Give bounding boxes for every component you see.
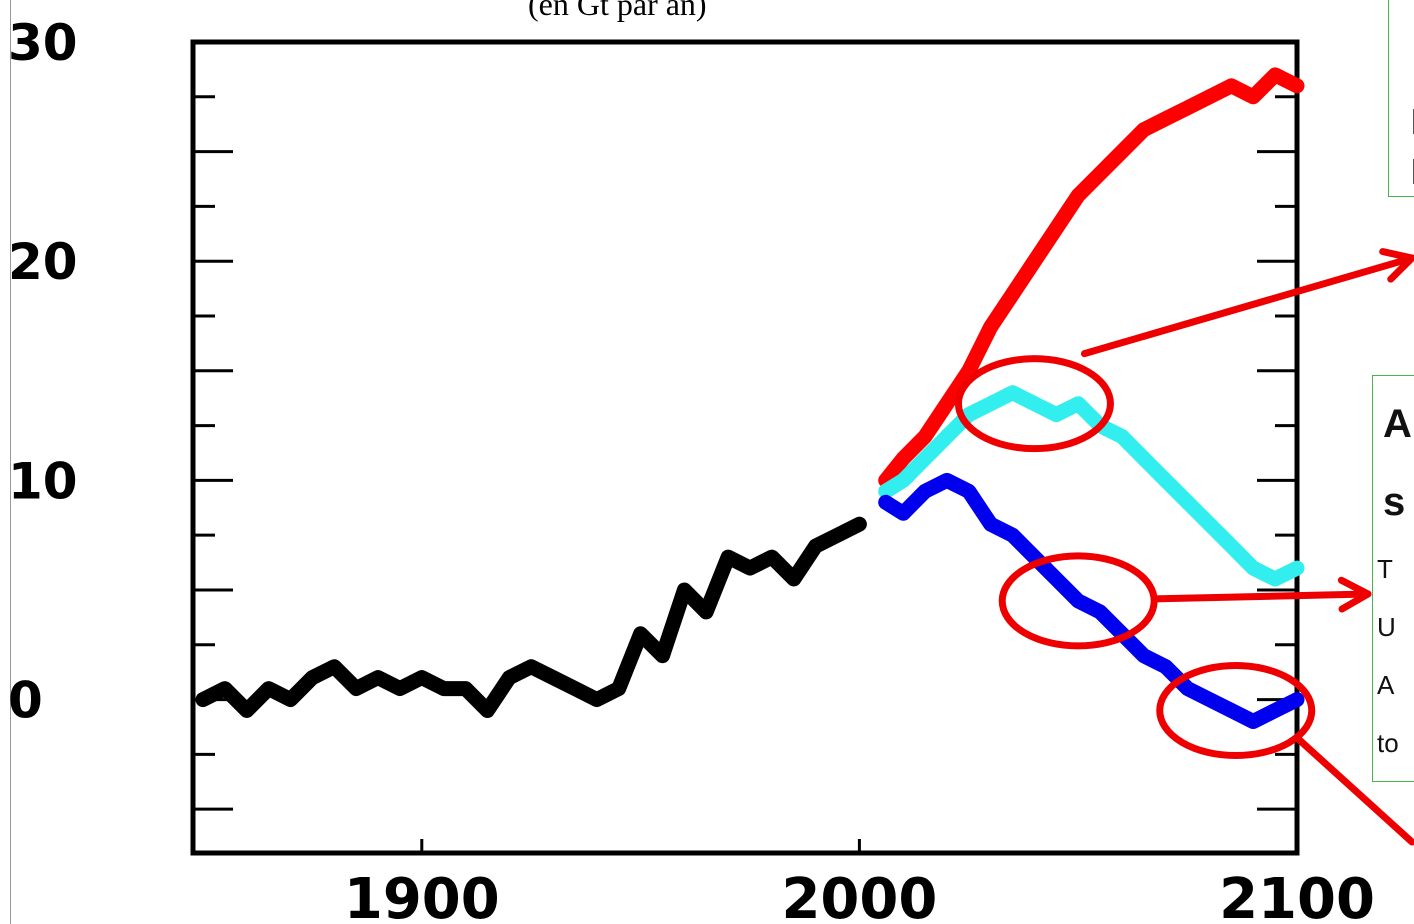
y-tick-label: 30 [8,14,78,72]
arrow-to-right-callout-head [1337,576,1372,613]
highlight-ellipse-1 [954,355,1114,453]
series-line-historical [195,516,867,718]
series-line-high [878,67,1305,488]
x-tick-label: 2100 [1219,867,1375,924]
x-tick-label: 2000 [781,867,937,924]
callout-box-right: A s T U A to [1372,375,1414,782]
series-line-low [878,472,1305,729]
callout-right-line-4: to [1377,728,1399,758]
y-tick-label: 0 [8,672,43,730]
arrow-to-top-callout [1080,254,1414,358]
arrow-bottom-right [1294,735,1414,846]
slide-left-edge [10,0,11,924]
callout-right-bold-2: s [1383,480,1406,524]
callout-box-top: l l [1388,0,1414,197]
plot-frame [190,39,1300,856]
callout-right-line-2: U [1377,612,1396,642]
callout-right-line-1: T [1377,554,1393,584]
callout-top-line-2: l [1411,154,1414,193]
arrow-to-right-callout [1150,590,1372,603]
series-line-mid [878,385,1305,587]
highlight-ellipse-3 [1156,662,1316,760]
callout-right-line-3: A [1377,670,1395,700]
y-tick-label: 20 [8,233,78,291]
x-tick-label: 1900 [344,867,500,924]
y-tick-label: 10 [8,452,78,510]
chart-subtitle: (en Gt par an) [528,0,707,22]
callout-top-line-1: l [1411,104,1414,143]
callout-right-bold-1: A [1383,402,1412,446]
arrow-to-top-callout-head [1379,248,1414,283]
